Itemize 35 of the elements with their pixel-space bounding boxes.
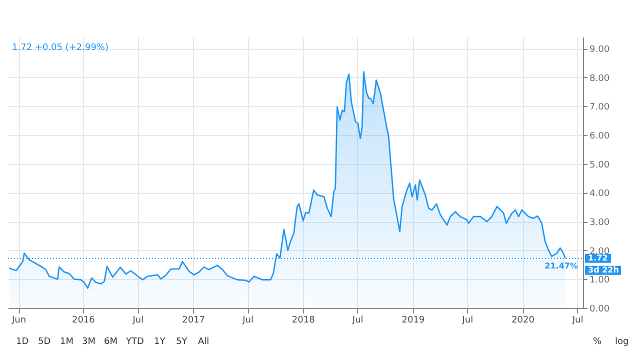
annotation: 1.72 +0.05 (+2.99%) <box>12 43 108 53</box>
y-tick-label: 1.00 <box>590 276 610 286</box>
x-tick-label: Jul <box>351 316 364 326</box>
x-tick-label: Jul <box>132 316 144 326</box>
text: 1Y <box>154 337 166 347</box>
y-tick-label: 6.00 <box>590 132 610 142</box>
annotation: 21.47% <box>544 261 578 270</box>
x-tick-label: 2020 <box>512 316 535 326</box>
text: YTD <box>125 337 144 347</box>
y-tick-label: 7.00 <box>590 102 610 113</box>
x-tick-label: Jun <box>11 316 26 326</box>
text: 5D <box>38 337 51 347</box>
y-tick-label: 9.00 <box>590 45 610 56</box>
y-tick-label: 5.00 <box>590 160 610 170</box>
y-tick-label: 3.00 <box>590 218 610 228</box>
x-tick-label: 2018 <box>292 316 316 326</box>
text: 3M <box>82 337 96 347</box>
annotation: 1.72 <box>588 253 608 262</box>
y-tick-label: 0.00 <box>590 304 610 314</box>
text: % <box>593 337 602 347</box>
x-tick-label: 2017 <box>182 316 205 326</box>
text: 6M <box>104 337 118 347</box>
text: All <box>198 337 210 347</box>
text: 1M <box>60 337 74 347</box>
text: log <box>615 337 629 347</box>
text: 3d 22h <box>588 265 620 274</box>
y-tick-label: 8.00 <box>590 74 610 84</box>
x-tick-label: Jul <box>242 316 254 326</box>
text: 5Y <box>176 337 188 347</box>
x-tick-label: 2016 <box>72 316 96 326</box>
text: 1D <box>16 337 29 347</box>
x-tick-label: 2019 <box>402 316 425 326</box>
x-tick-label: Jul <box>461 316 474 326</box>
y-tick-label: 4.00 <box>590 189 610 200</box>
x-tick-label: Jul <box>571 316 584 326</box>
